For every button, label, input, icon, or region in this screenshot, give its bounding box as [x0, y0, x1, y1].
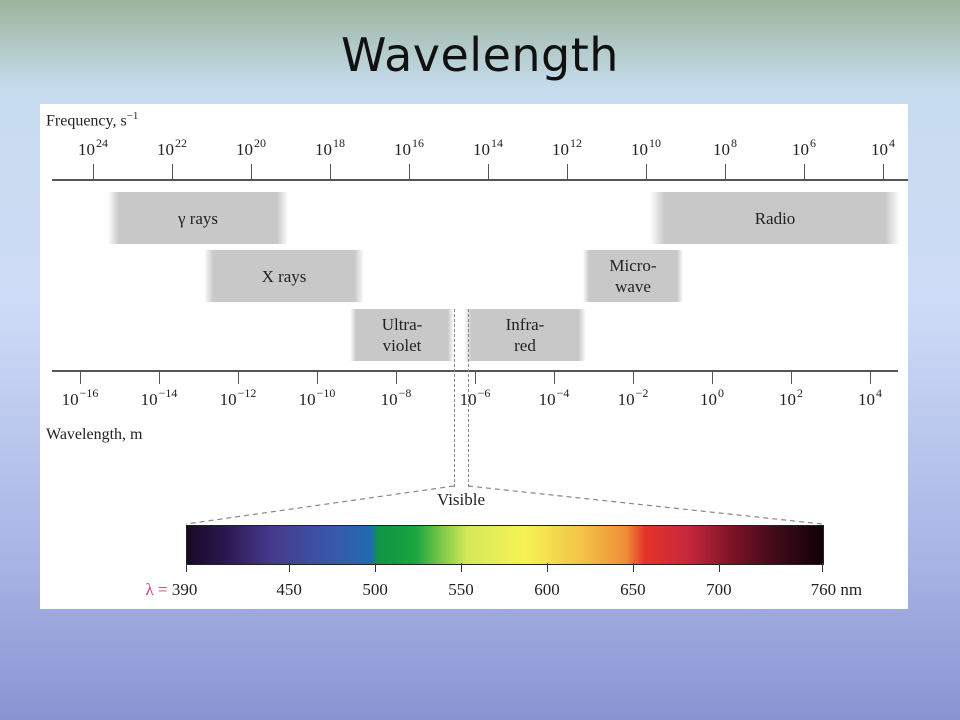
wavelength-tick-label: 10−10 [298, 386, 336, 409]
frequency-tick [883, 164, 884, 180]
visible-expansion-lines [185, 485, 823, 525]
wavelength-tick [870, 370, 871, 384]
wavelength-tick-label: 10−8 [380, 386, 412, 409]
wavelength-tick [159, 370, 160, 384]
microwave-band: Micro-wave [583, 250, 683, 302]
wavelength-tick-label: 10−12 [219, 386, 257, 409]
nm-tick-label: 500 [362, 580, 388, 599]
wavelength-tick-label: 10−14 [140, 386, 178, 409]
nm-tick [289, 563, 291, 572]
nm-tick-label: 700 [706, 580, 732, 599]
wavelength-tick [554, 370, 555, 384]
frequency-axis-line [52, 179, 908, 181]
frequency-tick-label: 1018 [315, 136, 345, 159]
nm-tick [375, 563, 377, 572]
frequency-tick-label: 1020 [236, 136, 266, 159]
infrared-band: Infra-red [464, 309, 586, 361]
frequency-tick [172, 164, 173, 180]
nm-tick [186, 563, 187, 572]
frequency-tick [488, 164, 489, 180]
frequency-tick-label: 1022 [157, 136, 187, 159]
wavelength-tick [475, 370, 476, 384]
wavelength-tick-label: 104 [858, 386, 882, 409]
frequency-tick-label: 108 [713, 136, 737, 159]
nm-tick [546, 563, 548, 572]
nm-tick-label: 600 [534, 580, 560, 599]
frequency-tick-label: 1012 [552, 136, 582, 159]
frequency-axis-title: Frequency, s−1 [46, 110, 139, 130]
nm-tick-label: 450 [276, 580, 302, 599]
gamma-rays-band: γ rays [108, 192, 288, 244]
frequency-tick [330, 164, 331, 180]
frequency-tick-label: 1014 [473, 136, 503, 159]
visible-left-guide [454, 309, 455, 487]
x-rays-band: X rays [204, 250, 364, 302]
nm-tick-label: 550 [448, 580, 474, 599]
frequency-tick [646, 164, 647, 180]
wavelength-tick [396, 370, 397, 384]
nm-tick [461, 563, 463, 572]
wavelength-tick-label: 10−4 [538, 386, 570, 409]
wavelength-axis-title: Wavelength, m [46, 426, 143, 443]
lambda-symbol: λ = [145, 580, 172, 599]
wavelength-tick-label: 10−2 [617, 386, 649, 409]
ultraviolet-band: Ultra-violet [350, 309, 454, 361]
frequency-tick [93, 164, 94, 180]
wavelength-tick [712, 370, 713, 384]
slide-title: Wavelength [341, 28, 619, 82]
frequency-tick [725, 164, 726, 180]
frequency-tick [567, 164, 568, 180]
visible-right-guide [468, 309, 469, 487]
wavelength-tick [238, 370, 239, 384]
frequency-tick-label: 104 [871, 136, 895, 159]
nm-tick [632, 563, 634, 572]
frequency-tick-label: 1024 [78, 136, 108, 159]
frequency-tick-label: 1016 [394, 136, 424, 159]
nm-tick [718, 563, 720, 572]
frequency-tick [804, 164, 805, 180]
wavelength-tick-label: 100 [700, 386, 724, 409]
nm-unit: nm [836, 580, 863, 599]
frequency-tick-label: 1010 [631, 136, 661, 159]
nm-tick-label: 760 nm [810, 580, 863, 599]
nm-tick-label: 650 [620, 580, 646, 599]
visible-spectrum-bar [186, 525, 824, 565]
nm-tick [822, 563, 823, 572]
frequency-tick-label: 106 [792, 136, 816, 159]
wavelength-tick [791, 370, 792, 384]
nm-tick-label: λ = 390 [145, 580, 198, 599]
wavelength-tick [633, 370, 634, 384]
frequency-tick [251, 164, 252, 180]
wavelength-tick-label: 10−16 [61, 386, 99, 409]
electromagnetic-spectrum-figure: Frequency, s−1 1024 1022 1020 1018 1016 1014 1… [40, 104, 908, 609]
radio-band: Radio [650, 192, 900, 244]
wavelength-tick [317, 370, 318, 384]
wavelength-tick [80, 370, 81, 384]
frequency-tick [409, 164, 410, 180]
wavelength-tick-label: 102 [779, 386, 803, 409]
visible-label: Visible [436, 490, 486, 509]
